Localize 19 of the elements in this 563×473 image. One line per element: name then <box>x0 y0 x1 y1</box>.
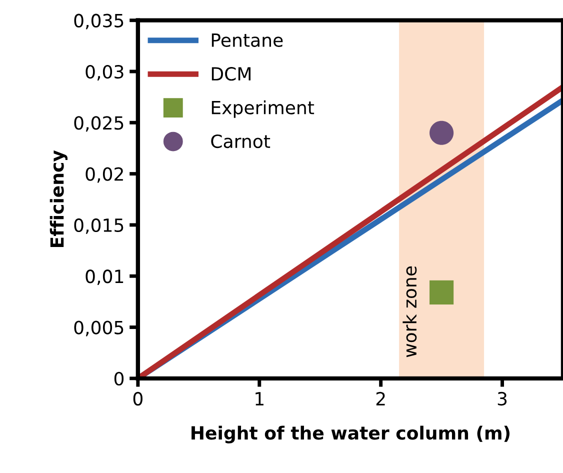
x-tick-label: 2 <box>376 392 385 406</box>
y-tick-label: 0,025 <box>74 116 124 132</box>
y-tick-label: 0,005 <box>74 320 124 336</box>
y-tick-label: 0,015 <box>74 218 124 234</box>
legend-label: Pentane <box>212 34 283 47</box>
x-tick-label: 0 <box>133 392 142 406</box>
band-label: work zone <box>402 266 417 358</box>
y-tick-label: 0,035 <box>74 14 124 30</box>
y-tick-label: 0,01 <box>86 270 124 286</box>
x-axis-title: Height of the water column (m) <box>192 426 510 444</box>
y-axis-title: Efficiency <box>50 150 68 248</box>
legend-label: Carnot <box>211 134 270 148</box>
x-tick-label: 3 <box>498 392 507 406</box>
y-tick-label: 0,02 <box>86 167 123 183</box>
x-tick-label: 1 <box>256 392 264 406</box>
y-tick-label: 0,03 <box>86 64 124 80</box>
legend-label: Experiment <box>212 100 314 118</box>
y-tick-label: 0 <box>114 372 124 386</box>
legend-label: DCM <box>212 67 250 81</box>
